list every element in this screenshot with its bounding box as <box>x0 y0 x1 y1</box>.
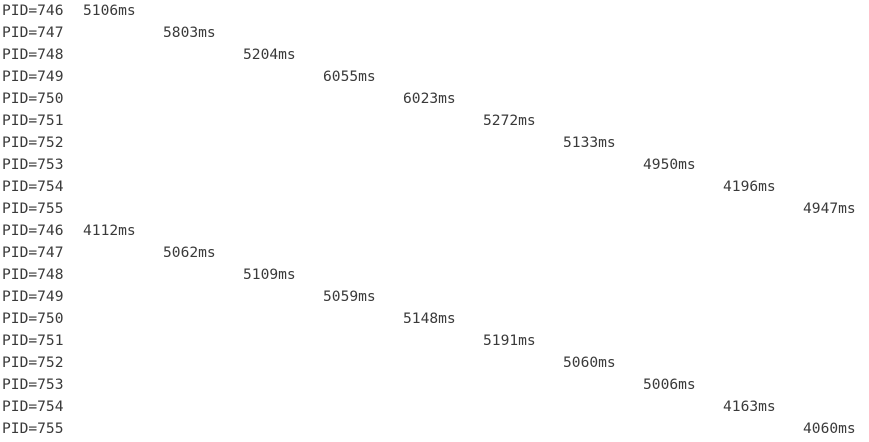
pid-label: PID=754 <box>2 178 64 195</box>
duration-value: 4060ms <box>803 420 856 437</box>
duration-value: 4950ms <box>643 156 696 173</box>
pid-label: PID=750 <box>2 90 64 107</box>
duration-value: 5006ms <box>643 376 696 393</box>
pid-label: PID=754 <box>2 398 64 415</box>
duration-value: 6055ms <box>323 68 376 85</box>
duration-value: 4196ms <box>723 178 776 195</box>
duration-value: 5803ms <box>163 24 216 41</box>
duration-value: 5060ms <box>563 354 616 371</box>
pid-label: PID=746 <box>2 2 64 19</box>
pid-label: PID=747 <box>2 244 64 261</box>
pid-label: PID=749 <box>2 68 64 85</box>
pid-label: PID=753 <box>2 156 64 173</box>
pid-label: PID=752 <box>2 134 64 151</box>
pid-label: PID=751 <box>2 112 64 129</box>
duration-value: 4947ms <box>803 200 856 217</box>
duration-value: 4112ms <box>83 222 136 239</box>
pid-label: PID=749 <box>2 288 64 305</box>
pid-label: PID=748 <box>2 46 64 63</box>
pid-label: PID=753 <box>2 376 64 393</box>
pid-label: PID=755 <box>2 420 64 437</box>
duration-value: 5062ms <box>163 244 216 261</box>
pid-label: PID=748 <box>2 266 64 283</box>
duration-value: 5204ms <box>243 46 296 63</box>
pid-label: PID=752 <box>2 354 64 371</box>
duration-value: 5109ms <box>243 266 296 283</box>
duration-value: 5191ms <box>483 332 536 349</box>
duration-value: 5106ms <box>83 2 136 19</box>
duration-value: 5272ms <box>483 112 536 129</box>
pid-label: PID=755 <box>2 200 64 217</box>
duration-value: 4163ms <box>723 398 776 415</box>
duration-value: 5059ms <box>323 288 376 305</box>
pid-label: PID=747 <box>2 24 64 41</box>
duration-value: 6023ms <box>403 90 456 107</box>
pid-label: PID=746 <box>2 222 64 239</box>
pid-label: PID=750 <box>2 310 64 327</box>
duration-value: 5133ms <box>563 134 616 151</box>
duration-value: 5148ms <box>403 310 456 327</box>
pid-label: PID=751 <box>2 332 64 349</box>
